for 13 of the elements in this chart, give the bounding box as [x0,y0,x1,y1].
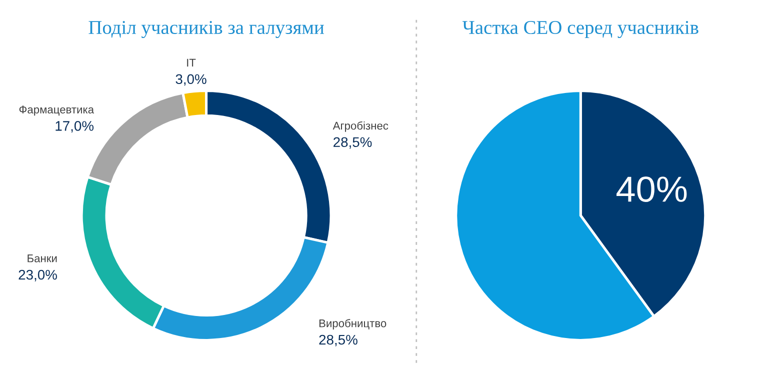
data-label: 17,0% [56,121,94,132]
chart-title: Поділ учасників за галузями [88,20,324,38]
slice-label: Банки [28,254,57,262]
data-label: 3,0% [176,74,206,86]
slice-label: Виробництво [319,319,386,330]
chart-title: Частка CEO серед учасників [462,20,698,38]
slice-label: IT [187,58,196,67]
slice-label: Агробізнес [332,121,388,132]
data-label: 23,0% [18,270,57,282]
data-label: 40% [616,176,687,202]
data-label: 28,5% [334,137,372,149]
data-label: 28,5% [319,334,358,346]
slice-label: Фармацевтика [19,106,94,116]
